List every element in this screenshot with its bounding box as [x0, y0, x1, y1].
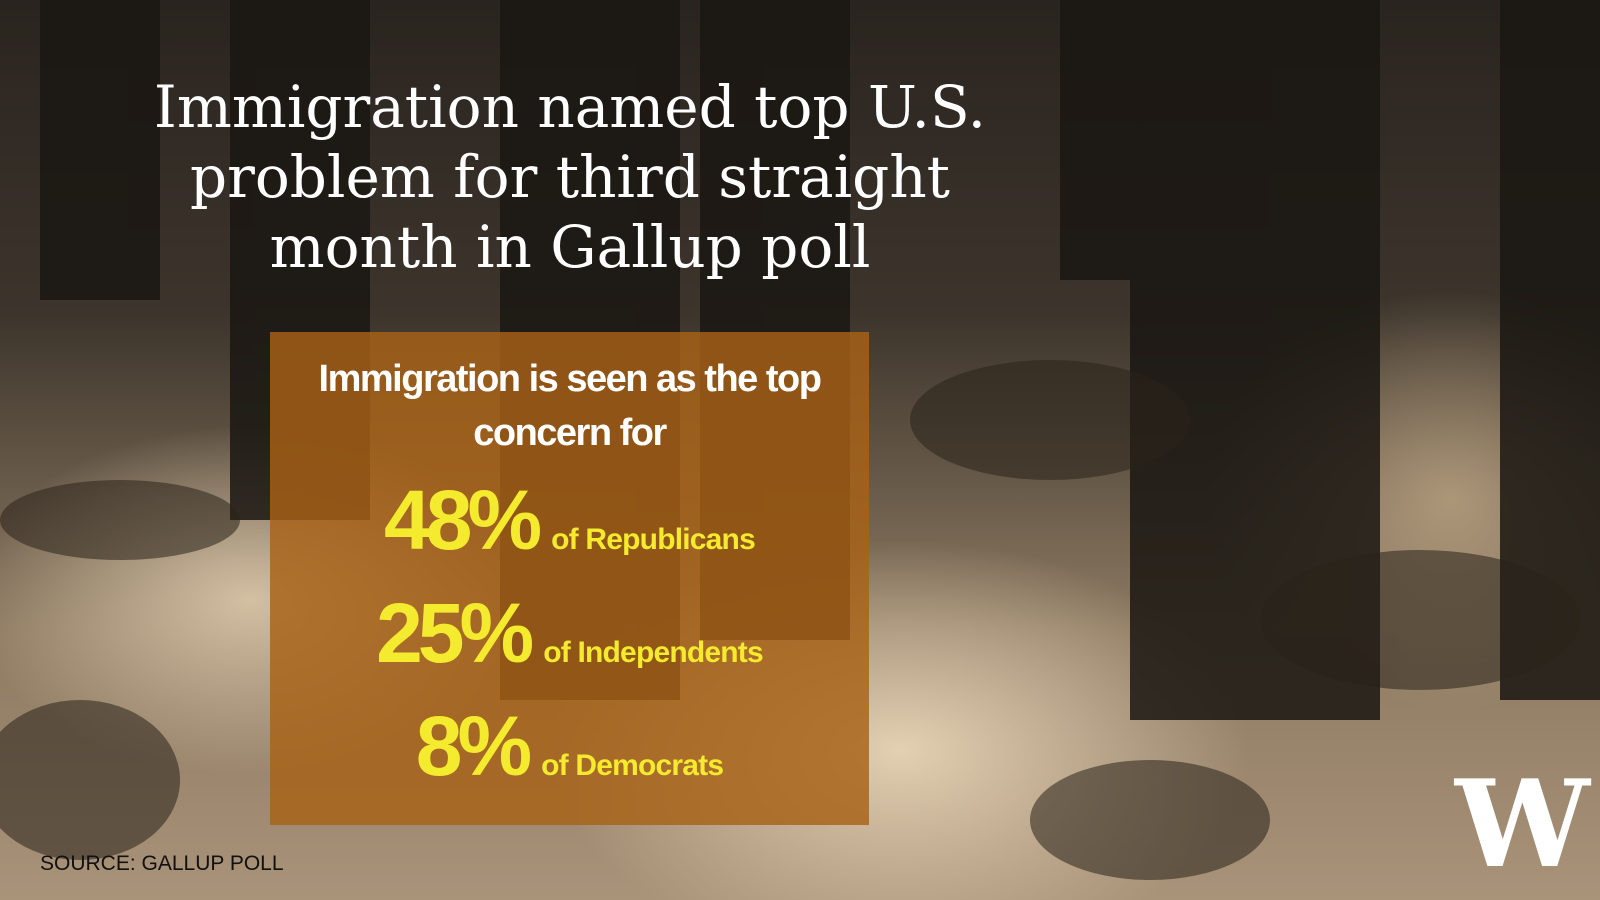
- stat-label: of Republicans: [551, 523, 756, 556]
- headline: Immigration named top U.S. problem for t…: [153, 73, 987, 281]
- stat-label: of Democrats: [541, 749, 724, 782]
- source-note: SOURCE: GALLUP POLL: [40, 852, 284, 875]
- stat-value: 8%: [415, 699, 532, 793]
- stat-panel: Immigration is seen as the top concern f…: [270, 332, 869, 825]
- stat-label: of Independents: [543, 636, 763, 669]
- stat-row: 48% of Republicans: [270, 472, 869, 569]
- stat-value: 25%: [376, 586, 534, 680]
- panel-heading: Immigration is seen as the top concern f…: [318, 358, 822, 454]
- stat-row: 25% of Independents: [270, 585, 869, 682]
- logo: W: [1455, 754, 1590, 895]
- stat-row: 8% of Democrats: [270, 698, 869, 795]
- stat-value: 48%: [384, 473, 542, 567]
